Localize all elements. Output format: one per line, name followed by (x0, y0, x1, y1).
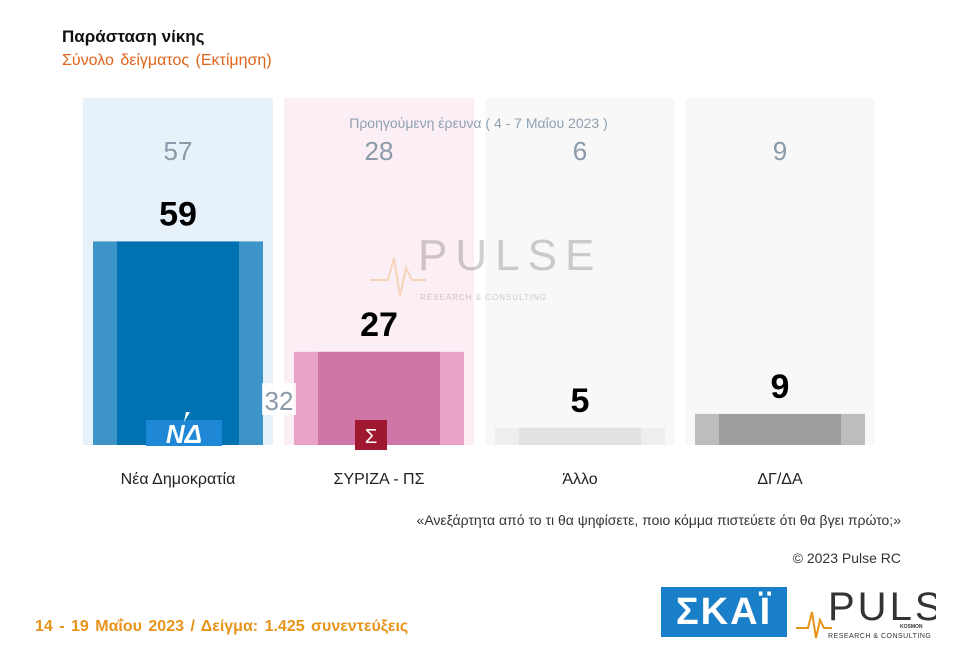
bar-inner-dkna (719, 413, 841, 445)
copyright-notice: © 2023 Pulse RC (792, 550, 901, 566)
previous-value-syriza: 28 (365, 136, 394, 166)
previous-value-dkna: 9 (773, 136, 787, 166)
value-label-syriza: 27 (360, 306, 398, 344)
category-label-dkna: ΔΓ/ΔΑ (757, 471, 803, 488)
chart-subtitle: Σύνολο δείγματος (Εκτίμηση) (62, 52, 272, 69)
previous-value-other: 6 (573, 136, 587, 166)
value-label-dkna: 9 (771, 368, 790, 406)
nd-logo-background (146, 420, 222, 446)
survey-date-sample: 14 - 19 Μαΐου 2023 / Δείγμα: 1.425 συνεν… (35, 618, 409, 635)
nd-logo-text: ΝΔ (166, 419, 202, 449)
column-background-dkna (685, 98, 875, 445)
pulse-watermark-graphic: PULSE RESEARCH & CONSULTING (370, 231, 595, 302)
svg-text:RESEARCH & CONSULTING: RESEARCH & CONSULTING (828, 633, 931, 640)
category-label-other: Άλλο (562, 471, 597, 488)
svg-text:PULSE: PULSE (828, 586, 936, 629)
column-background-other (485, 98, 675, 445)
bar-chart: 57 59 Νέα Δημοκρατία 28 27 ΣΥΡΙΖΑ - ΠΣ 6 5 Άλλο 9… (83, 98, 875, 488)
skai-logo: ΣΚΑΪ (661, 587, 787, 637)
category-label-nd: Νέα Δημοκρατία (121, 471, 236, 488)
difference-label: 32 (265, 386, 294, 416)
svg-text:PULSE: PULSE (418, 231, 595, 280)
pulse-logo-graphic: PULSE KOSMON RESEARCH & CONSULTING (796, 585, 957, 640)
chart-title: Παράσταση νίκης (62, 27, 205, 46)
syriza-logo (355, 420, 387, 450)
nd-logo-accent (184, 412, 190, 422)
pulse-logo: PULSE KOSMON RESEARCH & CONSULTING (796, 585, 957, 642)
svg-text:KOSMON: KOSMON (900, 624, 923, 630)
pulse-watermark: PULSE RESEARCH & CONSULTING (370, 228, 595, 308)
syriza-logo-text: Σ (365, 426, 377, 448)
difference-box (262, 383, 296, 415)
category-label-syriza: ΣΥΡΙΖΑ - ΠΣ (334, 471, 425, 488)
previous-value-nd: 57 (164, 136, 193, 166)
bar-inner-other (519, 427, 641, 445)
previous-survey-caption: Προηγούμενη έρευνα ( 4 - 7 Μαΐου 2023 ) (349, 115, 608, 131)
value-label-other: 5 (571, 382, 590, 420)
bar-inner-nd (117, 241, 239, 445)
value-label-nd: 59 (159, 195, 197, 233)
svg-text:RESEARCH & CONSULTING: RESEARCH & CONSULTING (420, 293, 547, 302)
survey-question: «Ανεξάρτητα από το τι θα ψηφίσετε, ποιο … (416, 512, 901, 528)
